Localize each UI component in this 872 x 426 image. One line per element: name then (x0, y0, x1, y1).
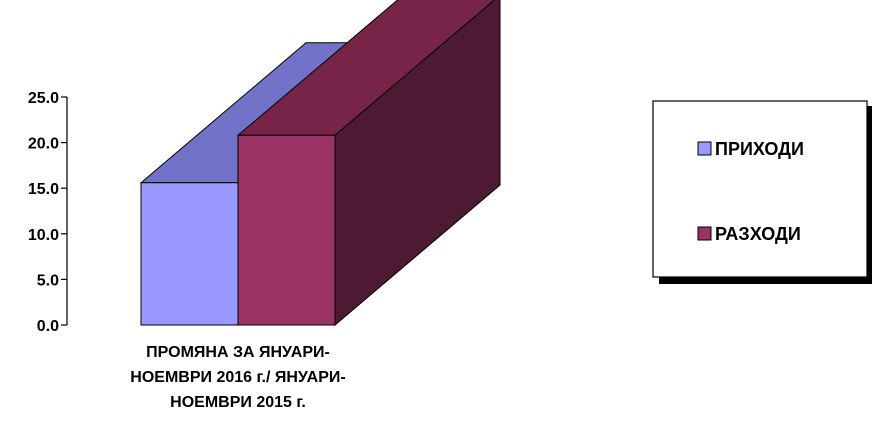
legend-swatch-prihodi (697, 141, 712, 156)
y-axis: 0.0 5.0 10.0 15.0 20.0 25.0 (28, 90, 68, 335)
y-tick-label: 0.0 (37, 318, 59, 335)
bar-front-face (237, 134, 336, 326)
legend-box (652, 100, 868, 278)
legend-label-razhodi: РАЗХОДИ (715, 224, 801, 244)
category-label-line: НОЕМВРИ 2016 г./ ЯНУАРИ- (130, 369, 345, 386)
category-axis: ПРОМЯНА ЗА ЯНУАРИ- НОЕМВРИ 2016 г./ ЯНУАР… (130, 344, 345, 411)
bar-razhodi (236, 0, 501, 327)
legend: ПРИХОДИ РАЗХОДИ (652, 100, 872, 284)
y-tick-label: 5.0 (37, 272, 59, 289)
y-tick-label: 25.0 (28, 90, 59, 107)
category-label-line: НОЕМВРИ 2015 г. (170, 394, 306, 411)
y-tick-label: 20.0 (28, 136, 59, 153)
category-label-line: ПРОМЯНА ЗА ЯНУАРИ- (146, 344, 330, 361)
y-tick-label: 15.0 (28, 181, 59, 198)
legend-swatch-razhodi (697, 226, 712, 241)
bars (139, 0, 501, 327)
y-tick-label: 10.0 (28, 227, 59, 244)
bar-front-face (140, 182, 239, 326)
legend-label-prihodi: ПРИХОДИ (715, 139, 804, 159)
